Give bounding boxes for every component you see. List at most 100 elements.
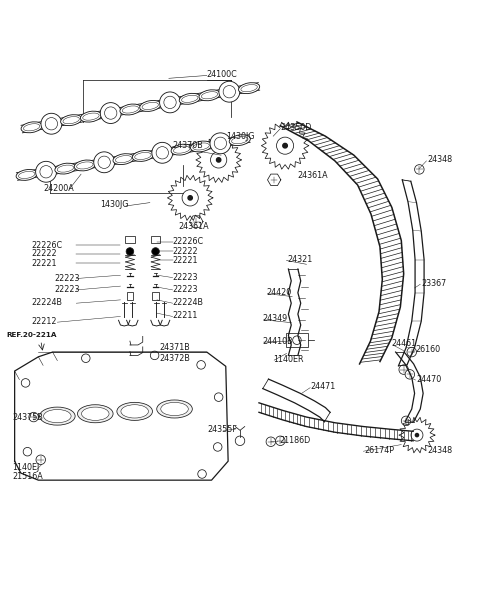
Text: 22212: 22212 (31, 317, 57, 325)
Text: 22211: 22211 (173, 311, 198, 320)
Ellipse shape (113, 154, 134, 165)
Ellipse shape (171, 144, 192, 155)
Circle shape (21, 378, 30, 387)
Text: 22224B: 22224B (31, 298, 62, 307)
Text: 21186D: 21186D (279, 436, 310, 445)
Circle shape (198, 469, 206, 478)
Circle shape (152, 248, 159, 255)
Ellipse shape (44, 409, 71, 423)
Text: 24370B: 24370B (173, 141, 204, 150)
Circle shape (266, 437, 276, 446)
Circle shape (401, 416, 411, 425)
Circle shape (214, 443, 222, 451)
Text: 24100C: 24100C (207, 70, 238, 79)
Text: 24371B: 24371B (159, 343, 190, 352)
Circle shape (399, 365, 408, 374)
Text: 24349: 24349 (263, 314, 288, 323)
Ellipse shape (16, 170, 37, 180)
Ellipse shape (157, 400, 192, 418)
Text: 24321: 24321 (288, 255, 312, 264)
Text: 24470: 24470 (417, 375, 442, 384)
Circle shape (100, 102, 121, 124)
Ellipse shape (229, 134, 251, 146)
Text: 22226C: 22226C (31, 241, 62, 250)
Text: 24420: 24420 (266, 288, 291, 298)
Text: 24361A: 24361A (179, 222, 209, 231)
Text: 23367: 23367 (421, 279, 446, 288)
Text: 24350D: 24350D (280, 123, 312, 132)
Text: 24461: 24461 (392, 340, 417, 349)
Circle shape (188, 196, 192, 200)
Ellipse shape (161, 402, 188, 416)
Circle shape (41, 113, 62, 134)
Circle shape (159, 92, 180, 113)
Text: 1140EJ: 1140EJ (12, 463, 39, 472)
Circle shape (415, 165, 424, 174)
Circle shape (152, 142, 173, 163)
Bar (152, 292, 159, 300)
Text: 24372B: 24372B (159, 354, 190, 363)
Ellipse shape (77, 405, 113, 423)
Text: 22226C: 22226C (173, 237, 204, 246)
Text: 22224B: 22224B (173, 298, 204, 307)
Text: 24200A: 24200A (43, 184, 74, 193)
Text: 24348: 24348 (427, 446, 453, 455)
Text: 24355F: 24355F (208, 425, 238, 434)
Ellipse shape (39, 407, 75, 425)
Text: 22222: 22222 (173, 246, 198, 255)
Text: 1430JG: 1430JG (226, 131, 254, 140)
Text: 22223: 22223 (54, 274, 80, 283)
Ellipse shape (117, 402, 153, 421)
Circle shape (23, 447, 32, 456)
Text: 22222: 22222 (31, 249, 57, 258)
Text: 24361A: 24361A (297, 171, 327, 180)
Ellipse shape (191, 141, 212, 152)
Circle shape (197, 361, 205, 369)
Circle shape (415, 434, 419, 437)
Bar (125, 236, 135, 243)
Circle shape (82, 354, 90, 362)
Circle shape (216, 158, 221, 162)
Ellipse shape (120, 104, 141, 115)
Ellipse shape (82, 407, 109, 421)
Circle shape (36, 161, 57, 182)
Circle shape (215, 393, 223, 402)
Text: 22223: 22223 (54, 286, 80, 295)
Bar (151, 236, 160, 243)
Ellipse shape (121, 405, 148, 418)
Circle shape (126, 248, 134, 255)
Text: 24471: 24471 (310, 382, 336, 391)
Ellipse shape (239, 83, 260, 93)
Ellipse shape (140, 101, 161, 111)
Circle shape (150, 351, 159, 359)
Text: 1430JG: 1430JG (100, 201, 129, 209)
Text: 22223: 22223 (173, 273, 198, 282)
Ellipse shape (132, 151, 154, 161)
Text: 26174P: 26174P (364, 446, 394, 455)
Circle shape (219, 82, 240, 102)
Ellipse shape (74, 160, 96, 171)
Circle shape (94, 152, 115, 173)
Text: REF.20-221A: REF.20-221A (7, 331, 57, 337)
Circle shape (210, 133, 231, 154)
Circle shape (405, 369, 415, 379)
Text: 22221: 22221 (173, 256, 198, 265)
Ellipse shape (199, 90, 220, 101)
Text: 24375B: 24375B (12, 412, 43, 422)
Circle shape (29, 412, 38, 422)
Bar (287, 333, 308, 347)
Circle shape (235, 436, 245, 446)
Circle shape (276, 436, 285, 446)
Circle shape (283, 143, 288, 148)
Text: 1140ER: 1140ER (273, 355, 304, 364)
Text: 22223: 22223 (173, 286, 198, 295)
Text: 21516A: 21516A (12, 472, 43, 481)
Bar (127, 292, 133, 300)
Ellipse shape (60, 115, 82, 126)
Text: 24410B: 24410B (263, 337, 293, 346)
Text: 24348: 24348 (427, 155, 453, 164)
Circle shape (36, 455, 46, 465)
Ellipse shape (80, 111, 101, 122)
Text: 26160: 26160 (416, 345, 441, 354)
Ellipse shape (55, 163, 76, 174)
